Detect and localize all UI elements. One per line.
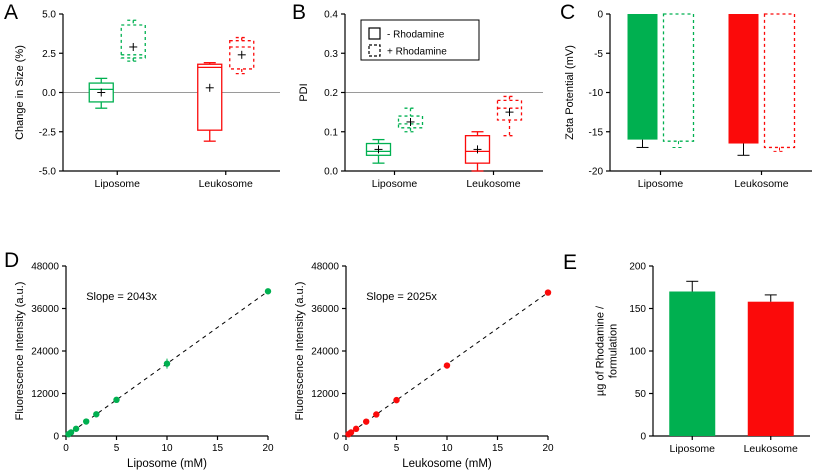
svg-text:Fluorescence Intensity (a.u.): Fluorescence Intensity (a.u.) [14,282,26,421]
chart-size-change-boxplot: 5.0 2.5 0.0 -2.5 -5.0 Change in Size (%) Lipos… [14,10,280,190]
svg-text:Liposome (mM): Liposome (mM) [127,458,207,470]
panel-d-label: D [4,249,20,272]
svg-text:Slope = 2043x: Slope = 2043x [86,291,157,303]
svg-text:PDI: PDI [298,83,310,101]
svg-text:Change in Size (%): Change in Size (%) [14,45,26,140]
svg-text:20: 20 [542,443,554,454]
svg-text:0.0: 0.0 [42,88,56,99]
svg-text:-5.0: -5.0 [39,167,57,178]
svg-text:10: 10 [441,443,453,454]
svg-text:0: 0 [343,443,349,454]
svg-text:-15: -15 [589,127,604,138]
svg-text:formulation: formulation [608,324,620,378]
svg-text:15: 15 [492,443,504,454]
svg-text:50: 50 [635,389,647,400]
svg-text:Liposome: Liposome [669,443,715,455]
svg-text:µg of Rhodamine /: µg of Rhodamine / [595,305,607,396]
svg-text:0.1: 0.1 [324,127,338,138]
svg-text:0.4: 0.4 [324,10,338,21]
svg-text:5.0: 5.0 [42,10,56,21]
svg-text:24000: 24000 [311,347,339,358]
chart-leukosome-calibration-scatter: 0 12000 24000 36000 48000 Fluorescence Intens… [294,262,554,471]
chart-pdi-boxplot: 0.0 0.1 0.2 0.3 0.4 PDI Liposome Leukosome - Rho… [298,10,543,190]
svg-text:Leukosome (mM): Leukosome (mM) [402,458,492,470]
svg-text:-20: -20 [589,167,604,178]
svg-text:36000: 36000 [311,304,339,315]
svg-text:Liposome: Liposome [94,178,140,190]
svg-text:0: 0 [63,443,69,454]
panel-c-label: C [560,1,576,24]
svg-text:+ Rhodamine: + Rhodamine [387,47,447,58]
svg-text:- Rhodamine: - Rhodamine [387,30,445,41]
svg-text:36000: 36000 [31,304,59,315]
svg-text:0: 0 [597,10,603,21]
svg-text:-10: -10 [589,88,604,99]
panel-b-label: B [292,1,307,24]
svg-text:5: 5 [114,443,120,454]
svg-text:Fluorescence Intensity (a.u.): Fluorescence Intensity (a.u.) [294,282,306,421]
svg-text:Liposome: Liposome [372,178,418,190]
svg-text:5: 5 [394,443,400,454]
svg-text:Leukosome: Leukosome [199,178,253,190]
svg-text:15: 15 [212,443,224,454]
svg-text:0: 0 [640,432,646,443]
svg-text:-2.5: -2.5 [39,127,57,138]
svg-text:150: 150 [629,304,646,315]
svg-text:12000: 12000 [311,389,339,400]
svg-text:Slope = 2025x: Slope = 2025x [366,291,437,303]
svg-text:48000: 48000 [311,262,339,273]
svg-text:0.3: 0.3 [324,49,338,60]
svg-text:12000: 12000 [31,389,59,400]
chart-liposome-calibration-scatter: 0 12000 24000 36000 48000 Fluorescence Intens… [14,262,274,471]
svg-text:2.5: 2.5 [42,49,56,60]
svg-text:48000: 48000 [31,262,59,273]
svg-text:Zeta Potential (mV): Zeta Potential (mV) [564,45,576,140]
svg-text:-5: -5 [594,49,603,60]
svg-text:Leukosome: Leukosome [734,178,788,190]
svg-text:200: 200 [629,262,646,273]
panel-e-label: E [563,251,578,274]
chart-zeta-potential-bars: 0 -5 -10 -15 -20 Zeta Potential (mV) Liposome L… [564,10,812,190]
chart-rhodamine-content-bars: 0 50 100 150 200 µg of Rhodamine / formulation… [595,262,810,455]
panel-a-label: A [4,1,19,24]
svg-text:0.0: 0.0 [324,167,338,178]
svg-text:0: 0 [333,432,339,443]
svg-text:0: 0 [53,432,59,443]
svg-text:Liposome: Liposome [638,178,684,190]
svg-text:20: 20 [262,443,274,454]
svg-text:Leukosome: Leukosome [744,443,798,455]
svg-text:24000: 24000 [31,347,59,358]
svg-text:Leukosome: Leukosome [466,178,520,190]
svg-text:10: 10 [161,443,173,454]
svg-text:0.2: 0.2 [324,88,338,99]
svg-text:100: 100 [629,347,646,358]
